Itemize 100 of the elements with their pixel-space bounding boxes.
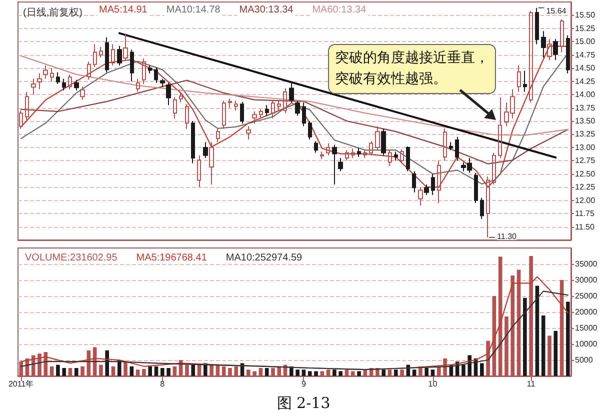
y-tick-label: 14.50: [575, 64, 596, 73]
bar: [436, 366, 441, 376]
bar: [50, 366, 54, 376]
candlestick: [523, 70, 527, 92]
bar: [191, 364, 196, 376]
candlestick: [547, 38, 552, 61]
bar: [320, 371, 324, 376]
y-tick-label: 30000: [575, 276, 598, 284]
candlestick: [492, 152, 496, 185]
candlestick: [535, 7, 539, 45]
y-tick-label: 14.00: [575, 90, 596, 100]
candlestick: [142, 58, 146, 84]
candlestick: [111, 44, 115, 66]
bar: [357, 371, 361, 376]
y-tick-label: 25000: [575, 292, 598, 300]
candlestick: [68, 74, 72, 90]
annotation: 突破的角度越接近垂直，突破有效性越强。: [328, 44, 496, 94]
candlestick: [375, 126, 380, 151]
candlestick: [351, 148, 355, 159]
y-tick-label: 12.50: [575, 169, 596, 178]
bar: [210, 364, 214, 376]
candlestick: [25, 91, 29, 120]
bar: [523, 298, 527, 376]
y-tick-label: 5000: [575, 356, 594, 364]
candlestick: [553, 38, 558, 61]
x-tick-label: 11: [526, 380, 536, 388]
bar: [424, 368, 429, 376]
bar: [308, 371, 312, 376]
bar: [332, 370, 336, 376]
candlestick: [265, 104, 269, 116]
candlestick: [74, 79, 79, 91]
candlestick: [185, 104, 189, 130]
candlestick: [560, 18, 564, 53]
candlestick: [203, 142, 208, 159]
candlestick: [166, 82, 171, 106]
candlestick: [216, 128, 220, 143]
text: (日线,前复权): [23, 6, 82, 18]
candlestick: [437, 160, 441, 204]
candlestick: [449, 142, 453, 151]
candlestick: [56, 72, 60, 84]
candlestick: [271, 100, 275, 119]
bar: [166, 368, 170, 376]
bar: [154, 366, 158, 376]
candlestick: [105, 36, 109, 73]
y-tick-label: 15000: [575, 324, 598, 332]
bar: [535, 286, 540, 376]
bar: [338, 371, 342, 376]
bar: [56, 364, 60, 376]
candlestick: [424, 184, 429, 196]
candlestick: [400, 149, 404, 164]
bar: [99, 364, 103, 376]
bar: [271, 368, 275, 376]
candlestick: [308, 120, 312, 140]
text: MA10:252974.59: [226, 252, 302, 264]
candlestick: [154, 66, 158, 84]
bar: [172, 366, 177, 376]
bar: [566, 302, 570, 376]
bar: [326, 370, 330, 376]
candlestick: [160, 78, 165, 88]
bar: [130, 366, 134, 376]
bar: [111, 366, 116, 376]
y-tick-label: 11.75: [575, 209, 595, 218]
bar: [234, 366, 238, 376]
bar: [277, 366, 282, 376]
y-tick-label: 15.25: [575, 24, 596, 33]
bar: [246, 370, 250, 376]
x-tick-label: 10: [428, 380, 438, 388]
candlestick: [314, 140, 318, 154]
candlestick: [117, 45, 122, 66]
bar: [80, 366, 84, 376]
candlestick: [37, 72, 42, 90]
bar: [136, 370, 140, 376]
bar: [105, 350, 109, 376]
candlestick: [222, 100, 226, 130]
candlestick: [388, 150, 392, 166]
candlestick: [289, 80, 294, 103]
candlestick: [252, 110, 257, 124]
candlestick: [332, 144, 337, 185]
candlestick: [136, 78, 140, 92]
bar: [160, 368, 164, 376]
candlestick: [363, 150, 367, 159]
y-tick-label: 12.25: [575, 182, 596, 192]
bar: [228, 368, 232, 376]
bar: [222, 366, 226, 376]
candlestick: [302, 102, 306, 127]
candlestick: [338, 158, 343, 172]
candlestick: [418, 186, 423, 206]
y-tick-label: 15.50: [575, 10, 596, 20]
candlestick: [381, 128, 386, 156]
bar: [258, 368, 263, 376]
candlestick: [283, 88, 287, 114]
y-tick-label: 14.75: [575, 50, 596, 60]
candlestick: [93, 44, 97, 68]
bar: [400, 370, 404, 376]
y-tick-label: 13.00: [575, 142, 596, 152]
candlestick: [191, 120, 195, 164]
candlestick: [240, 101, 244, 124]
candlestick: [431, 173, 435, 196]
caption: 图 2-13: [276, 394, 332, 413]
candlestick: [394, 151, 398, 162]
